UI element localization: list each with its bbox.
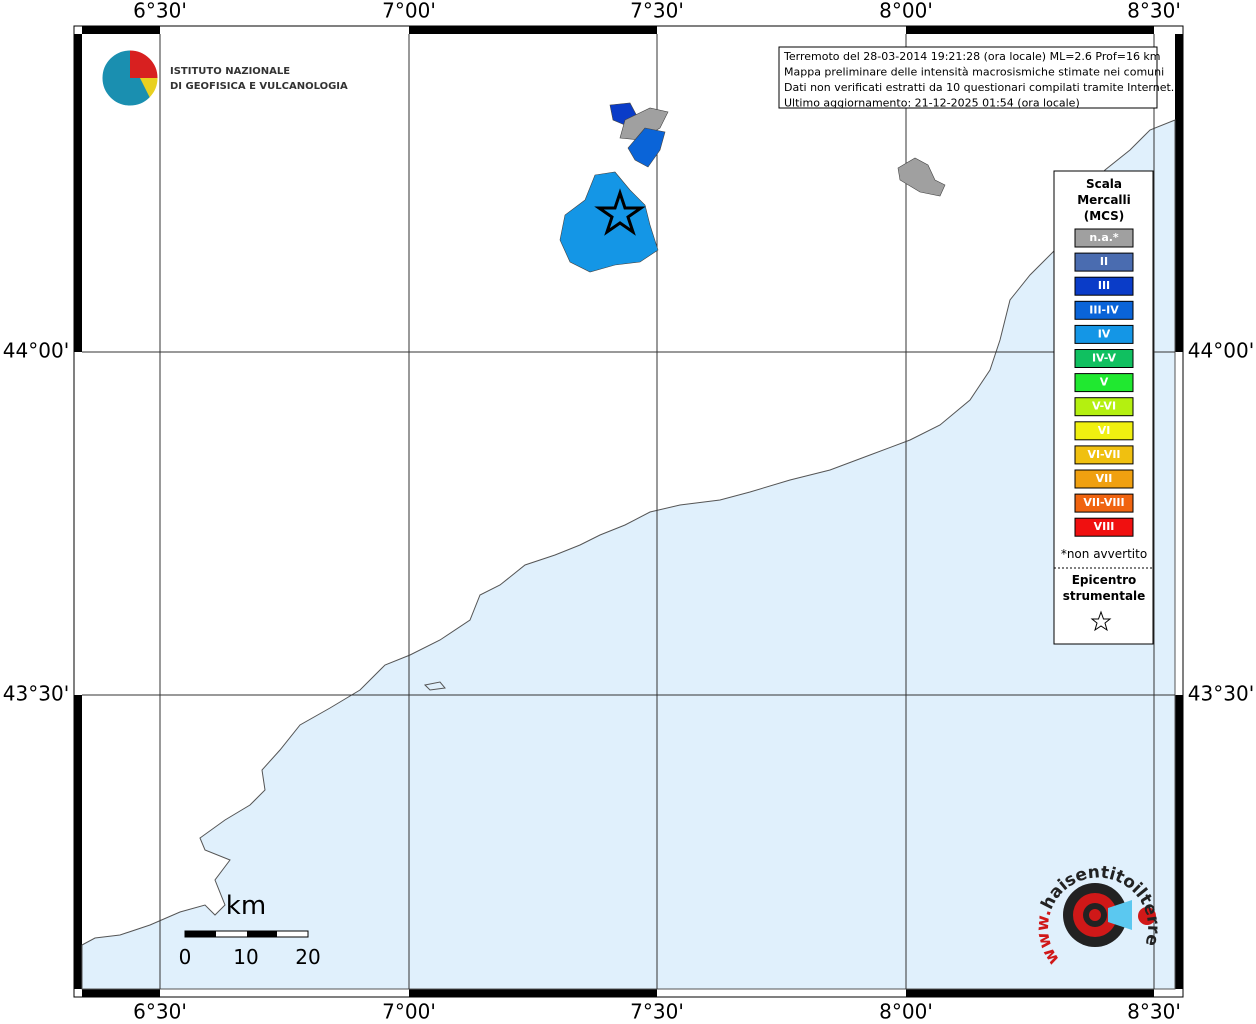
- scale-label: 10: [233, 945, 258, 969]
- legend: ScalaMercalli(MCS)n.a.*IIIIIIII-IVIVIV-V…: [1061, 177, 1147, 603]
- legend-swatch: [1074, 373, 1134, 393]
- graticule: [82, 34, 1175, 989]
- legend-swatch: [1074, 324, 1134, 344]
- scale-bar: km 0 10 20: [179, 891, 321, 969]
- legend-label: IV: [1098, 327, 1111, 340]
- lat-label: 44°00': [3, 339, 69, 363]
- lat-label: 44°00': [1188, 339, 1254, 363]
- legend-swatch: [1074, 493, 1134, 513]
- legend-label: VI: [1098, 424, 1111, 437]
- legend-title: Mercalli: [1077, 193, 1131, 207]
- legend-swatch: [1074, 276, 1134, 296]
- lat-label: 43°30': [3, 682, 69, 706]
- legend-swatch: [1074, 252, 1134, 272]
- lon-label: 6°30': [133, 1000, 187, 1024]
- legend-label: V: [1100, 376, 1109, 389]
- frame-bars: [74, 26, 1183, 997]
- sea: [81, 119, 1176, 990]
- scale-unit: km: [226, 891, 266, 921]
- legend-star: [1090, 610, 1112, 632]
- tick-labels: 6°30' 6°30' 7°00' 7°00' 7°30' 7°30' 8°00' 8°00'…: [3, 0, 1254, 1024]
- info-line: Dati non verificati estratti da 10 quest…: [784, 81, 1174, 94]
- legend-label: III: [1098, 279, 1110, 292]
- legend-note: *non avvertito: [1061, 547, 1147, 561]
- legend-label: VII-VIII: [1083, 496, 1124, 509]
- legend-epicenter: strumentale: [1063, 589, 1146, 603]
- legend-label: VII: [1096, 472, 1113, 485]
- epicenter-star: [594, 188, 646, 236]
- info-line: Terremoto del 28-03-2014 19:21:28 (ora l…: [783, 50, 1161, 63]
- legend-swatch: [1074, 228, 1134, 248]
- lat-label: 43°30': [1188, 682, 1254, 706]
- legend-swatch: [1074, 469, 1134, 489]
- legend-swatch: [1074, 349, 1134, 368]
- info-box: [778, 46, 1158, 109]
- legend-label: VIII: [1094, 520, 1115, 533]
- logo-line: ISTITUTO NAZIONALE: [170, 66, 290, 77]
- info-line: Ultimo aggiornamento: 21-12-2025 01:54 (…: [784, 97, 1080, 110]
- info-line: Mappa preliminare delle intensità macros…: [784, 66, 1164, 79]
- legend-label: IV-V: [1092, 352, 1117, 365]
- lon-label: 7°30': [630, 1000, 684, 1024]
- island: [423, 681, 446, 691]
- legend-title: Scala: [1086, 177, 1122, 191]
- lon-label: 8°30': [1127, 0, 1181, 23]
- legend-epicenter: Epicentro: [1072, 573, 1137, 587]
- legend-label: n.a.*: [1089, 231, 1119, 244]
- info-text: Terremoto del 28-03-2014 19:21:28 (ora l…: [783, 50, 1174, 110]
- lon-label: 8°00': [879, 0, 933, 23]
- legend-label: II: [1100, 255, 1108, 268]
- legend-label: VI-VII: [1087, 448, 1120, 461]
- scale-label: 0: [179, 945, 192, 969]
- legend-title: (MCS): [1084, 209, 1125, 223]
- ingv-logo: ISTITUTO NAZIONALE DI GEOFISICA E VULCAN…: [101, 49, 348, 107]
- scale-label: 20: [295, 945, 320, 969]
- legend-swatch: [1074, 300, 1134, 320]
- legend-swatch: [1074, 445, 1134, 465]
- lon-label: 8°00': [879, 1000, 933, 1024]
- legend-swatch: [1074, 397, 1134, 417]
- lon-label: 8°30': [1127, 1000, 1181, 1024]
- legend-swatch: [1074, 517, 1134, 537]
- logo-line: DI GEOFISICA E VULCANOLOGIA: [170, 81, 348, 92]
- legend-swatch: [1074, 421, 1134, 441]
- lon-label: 7°00': [382, 0, 436, 23]
- legend-label: V-VI: [1092, 400, 1116, 413]
- lon-label: 7°00': [382, 1000, 436, 1024]
- lon-label: 7°30': [630, 0, 684, 23]
- lon-label: 6°30': [133, 0, 187, 23]
- legend-label: III-IV: [1089, 303, 1119, 316]
